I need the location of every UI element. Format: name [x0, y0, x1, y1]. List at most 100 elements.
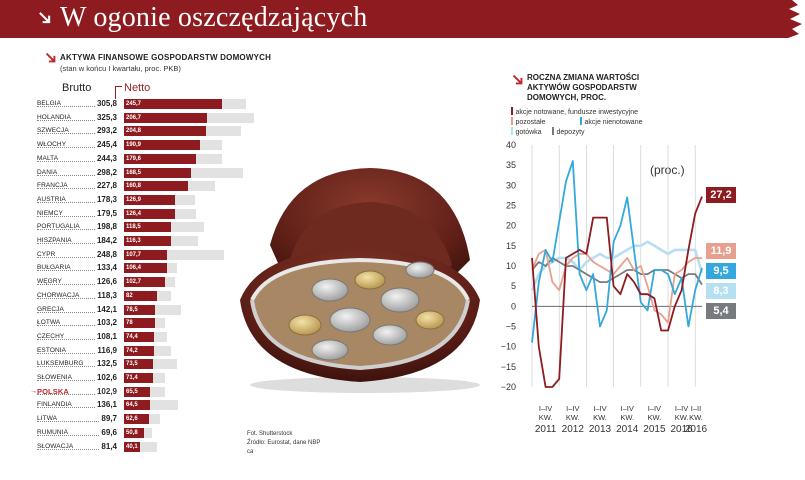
country-row: AUSTRIA 178,3 126,9 — [0, 194, 260, 206]
country-name: LITWA — [37, 415, 58, 423]
country-name: CZECHY — [37, 332, 65, 340]
netto-bar — [124, 318, 156, 329]
arrow-icon — [39, 12, 51, 24]
netto-value: 179,6 — [126, 155, 142, 162]
netto-bar — [124, 126, 206, 137]
country-name: WŁOCHY — [37, 141, 67, 149]
country-name: SŁOWACJA — [37, 442, 74, 450]
netto-bar — [124, 181, 189, 192]
netto-bar — [124, 153, 196, 164]
netto-value: 62,6 — [126, 416, 138, 423]
y-tick-label: 30 — [506, 180, 516, 190]
y-tick-label: −20 — [501, 382, 516, 392]
brutto-value: 178,3 — [94, 194, 117, 204]
leader-dots — [37, 106, 107, 107]
x-tick-label: I–IV — [648, 404, 661, 413]
x-tick-label: I–IV — [593, 404, 606, 413]
country-name: NIEMCY — [37, 209, 63, 217]
country-row: → POLSKA 102,9 65,5 — [0, 386, 260, 398]
series-line — [531, 249, 703, 324]
netto-value: 78 — [126, 320, 133, 327]
series-line — [531, 196, 703, 388]
value-badge: 9,5 — [706, 263, 736, 279]
country-name: SŁOWENIA — [37, 374, 73, 381]
netto-value: 204,8 — [126, 128, 142, 135]
y-tick-label: 15 — [506, 241, 516, 251]
netto-bar — [124, 331, 154, 342]
brutto-value: 89,7 — [99, 414, 117, 424]
country-row: GRECJA 142,1 78,5 — [0, 304, 260, 316]
country-name: BUŁGARIA — [37, 264, 71, 272]
leader-dots — [37, 352, 107, 354]
netto-bracket — [115, 86, 122, 101]
brutto-value: 81,4 — [99, 441, 117, 451]
value-badge: 11,9 — [706, 243, 736, 259]
leader-dots — [37, 160, 107, 162]
legend-label: akcje notowane, fundusze inwestycyjne — [515, 109, 639, 116]
y-tick-label: 40 — [506, 140, 516, 150]
country-name: MALTA — [37, 154, 59, 162]
country-name: POLSKA — [37, 386, 69, 396]
legend-label: pozostałe — [515, 119, 546, 126]
value-badge: 27,2 — [706, 187, 736, 203]
y-tick-label: 25 — [506, 201, 516, 211]
legend-label: akcje nienotowane — [584, 119, 643, 126]
country-row: ŁOTWA 103,2 78 — [0, 317, 260, 329]
leader-dots — [37, 297, 107, 299]
netto-bar — [124, 414, 150, 425]
country-row: WĘGRY 126,6 102,7 — [0, 276, 260, 288]
legend-swatch — [552, 127, 554, 135]
legend-label: depozyty — [556, 129, 585, 136]
leader-dots — [37, 229, 107, 231]
country-row: ESTONIA 116,9 74,2 — [0, 345, 260, 357]
y-tick-label: −5 — [506, 322, 516, 332]
netto-bar — [124, 112, 207, 123]
country-row: CZECHY 108,1 74,4 — [0, 331, 260, 343]
y-tick-label: 35 — [506, 160, 516, 170]
series-line — [530, 240, 704, 291]
leader-dots — [37, 380, 107, 381]
brutto-value: 305,8 — [94, 99, 117, 108]
netto-value: 190,9 — [126, 142, 142, 149]
x-tick-label: KW. — [675, 413, 689, 422]
legend-item: gotówka — [511, 127, 542, 136]
value-badge: 8,3 — [706, 283, 736, 299]
country-row: MALTA 244,3 179,6 — [0, 153, 260, 165]
country-row: SŁOWACJA 81,4 40,1 — [0, 441, 260, 453]
brutto-value: 102,6 — [94, 373, 117, 382]
brutto-value: 298,2 — [94, 167, 117, 177]
leader-dots — [37, 434, 107, 436]
leader-dots — [37, 366, 107, 368]
left-chart-title: Aktywa finansowe gospodarstw domowych — [60, 53, 272, 62]
x-tick-label: 2014 — [616, 424, 639, 435]
country-row: NIEMCY 179,5 126,4 — [0, 208, 260, 220]
country-row: BUŁGARIA 133,4 106,4 — [0, 262, 260, 274]
title-banner — [0, 0, 802, 38]
country-name: GRECJA — [37, 305, 64, 313]
country-row: SZWECJA 293,2 204,8 — [0, 125, 260, 137]
netto-bar — [124, 277, 166, 288]
country-row: CYPR 248,8 107,7 — [0, 249, 260, 261]
country-name: HOLANDIA — [37, 113, 72, 121]
netto-value: 74,2 — [126, 347, 138, 354]
x-tick-label: 2016 — [685, 424, 708, 435]
netto-value: 206,7 — [126, 114, 142, 121]
brutto-value: 69,6 — [99, 427, 117, 437]
author-credit: ca — [247, 449, 254, 455]
country-row: FINLANDIA 136,1 64,5 — [0, 399, 260, 411]
value-badge: 5,4 — [706, 303, 736, 319]
x-tick-label: 2013 — [589, 424, 612, 435]
x-tick-label: 2011 — [535, 424, 557, 435]
leader-dots — [37, 407, 107, 409]
netto-value: 245,7 — [126, 101, 142, 107]
leader-dots — [37, 325, 107, 327]
y-tick-label: −10 — [501, 342, 516, 352]
netto-bar — [124, 373, 153, 383]
brutto-value: 198,8 — [94, 222, 117, 232]
netto-value: 73,5 — [126, 361, 138, 368]
netto-value: 64,5 — [126, 402, 138, 409]
netto-value: 126,4 — [126, 210, 142, 217]
brutto-value: 227,8 — [94, 181, 117, 191]
page-title: W ogonie oszczędzających — [60, 2, 368, 33]
netto-bar — [124, 140, 201, 151]
